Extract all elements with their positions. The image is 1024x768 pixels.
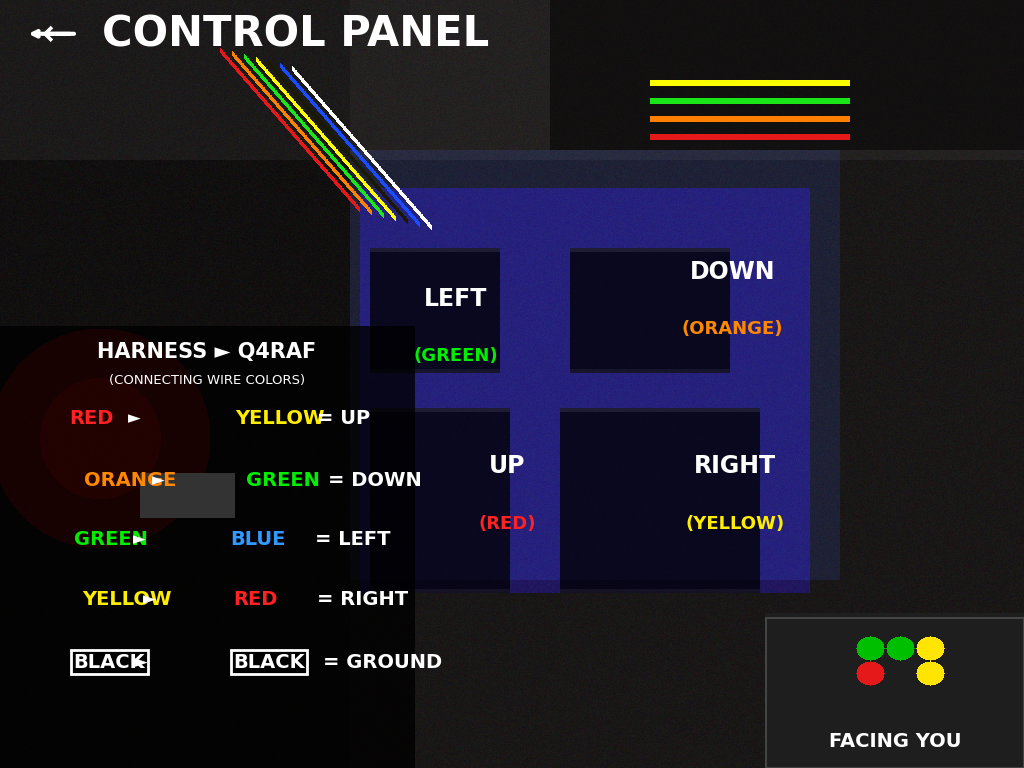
Text: = GROUND: = GROUND bbox=[323, 653, 441, 671]
Text: DOWN: DOWN bbox=[689, 260, 775, 284]
Text: BLACK: BLACK bbox=[233, 653, 305, 671]
Text: ►: ► bbox=[133, 530, 145, 548]
Text: RED: RED bbox=[233, 590, 278, 608]
Text: UP: UP bbox=[488, 454, 525, 478]
Text: CONTROL PANEL: CONTROL PANEL bbox=[102, 14, 489, 55]
Text: YELLOW: YELLOW bbox=[236, 409, 325, 428]
Text: ►: ► bbox=[128, 409, 140, 428]
Text: ►: ► bbox=[135, 653, 147, 671]
Text: (YELLOW): (YELLOW) bbox=[686, 515, 784, 532]
FancyBboxPatch shape bbox=[0, 326, 415, 768]
Text: FACING YOU: FACING YOU bbox=[828, 732, 962, 751]
Text: = UP: = UP bbox=[317, 409, 371, 428]
Text: BLACK: BLACK bbox=[74, 653, 145, 671]
Text: = LEFT: = LEFT bbox=[315, 530, 391, 548]
Text: ►: ► bbox=[152, 471, 164, 489]
Text: RED: RED bbox=[70, 409, 114, 428]
Text: BLUE: BLUE bbox=[230, 530, 286, 548]
Text: RIGHT: RIGHT bbox=[694, 454, 776, 478]
Text: ►: ► bbox=[143, 590, 156, 608]
Text: HARNESS ► Q4RAF: HARNESS ► Q4RAF bbox=[97, 342, 316, 362]
Text: (RED): (RED) bbox=[478, 515, 536, 532]
Text: GREEN: GREEN bbox=[74, 530, 147, 548]
Text: (GREEN): (GREEN) bbox=[414, 347, 498, 365]
Text: GREEN: GREEN bbox=[246, 471, 319, 489]
Text: ←: ← bbox=[41, 18, 72, 51]
Text: YELLOW: YELLOW bbox=[82, 590, 171, 608]
Text: (CONNECTING WIRE COLORS): (CONNECTING WIRE COLORS) bbox=[109, 374, 305, 387]
Text: = DOWN: = DOWN bbox=[328, 471, 422, 489]
Text: (ORANGE): (ORANGE) bbox=[681, 320, 783, 338]
Text: ORANGE: ORANGE bbox=[84, 471, 176, 489]
Text: = RIGHT: = RIGHT bbox=[317, 590, 409, 608]
Text: LEFT: LEFT bbox=[424, 287, 487, 311]
